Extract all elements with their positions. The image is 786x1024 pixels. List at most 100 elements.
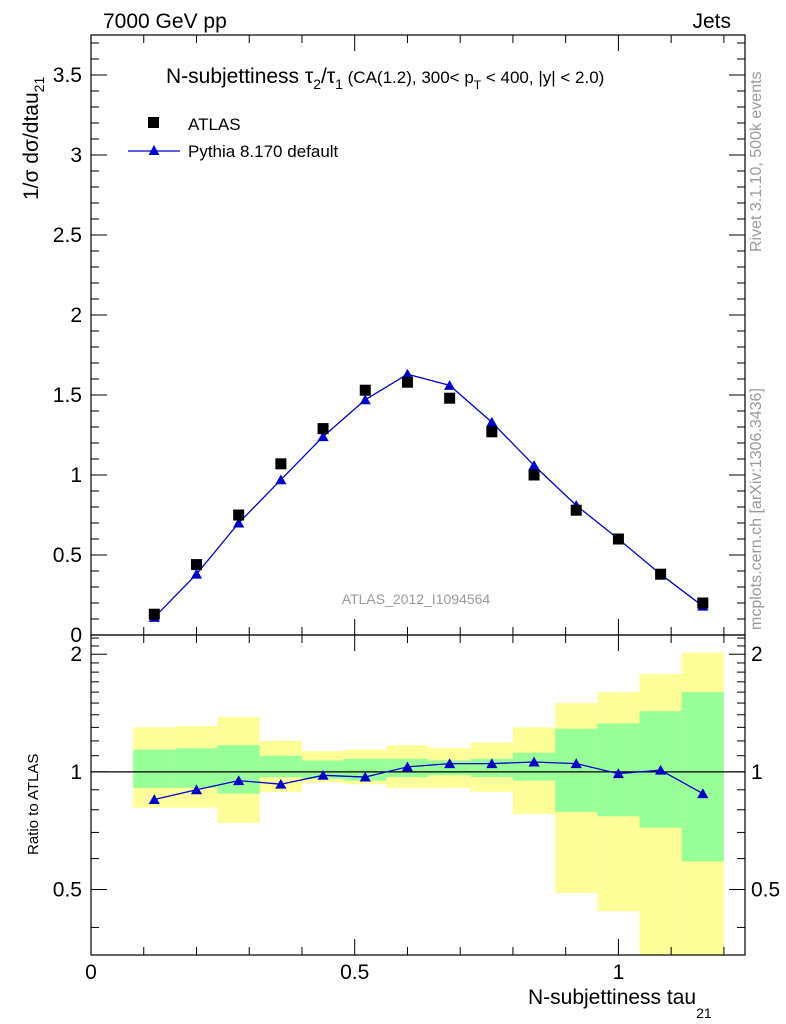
data-point-main-4 bbox=[317, 423, 329, 435]
y-tick-label-main-3: 1.5 bbox=[53, 384, 82, 407]
mc-point-main-7 bbox=[444, 380, 456, 390]
legend: ATLAS Pythia 8.170 default bbox=[128, 115, 339, 161]
data-point-main-3 bbox=[275, 458, 287, 470]
inner-band-bin-13 bbox=[681, 692, 724, 862]
mc-point-main-8 bbox=[486, 416, 498, 427]
y-tick-labels-ratio-right: 0.5 1 2 bbox=[751, 643, 780, 901]
legend-data-label: ATLAS bbox=[188, 115, 241, 134]
mc-point-main-9 bbox=[528, 460, 540, 470]
mc-point-ratio-6 bbox=[401, 761, 414, 772]
title-sub1: 1 bbox=[335, 76, 343, 92]
mc-point-ratio-0 bbox=[148, 794, 160, 804]
data-point-main-0 bbox=[148, 608, 160, 620]
mc-point-ratio-9 bbox=[528, 756, 540, 767]
mc-series-main bbox=[148, 368, 709, 622]
mc-line-main bbox=[153, 373, 704, 618]
y-tick-label-main-4: 2 bbox=[70, 304, 82, 327]
inner-band-bin-10 bbox=[555, 728, 598, 812]
mc-point-main-6 bbox=[401, 368, 414, 379]
data-point-main-1 bbox=[190, 559, 202, 571]
data-point-main-8 bbox=[486, 426, 498, 438]
mc-point-main-1 bbox=[190, 568, 203, 579]
mc-series-ratio bbox=[148, 756, 709, 804]
y-axis-label-ratio: Ratio to ATLAS bbox=[25, 754, 42, 855]
title-sub2: 2 bbox=[313, 76, 321, 92]
title-tau1: τ bbox=[327, 65, 336, 88]
x-tick-label-1: 0.5 bbox=[340, 961, 369, 984]
mc-point-main-5 bbox=[359, 394, 371, 405]
mc-point-ratio-11 bbox=[612, 768, 625, 779]
mc-point-ratio-5 bbox=[359, 771, 371, 782]
title-sub-t: T bbox=[474, 78, 482, 92]
inner-band-bin-1 bbox=[175, 748, 218, 788]
y-axis-label-main: 1/σ dσ/dtau21 bbox=[20, 77, 47, 200]
x-tick-labels: 0 0.5 1 bbox=[85, 961, 624, 984]
legend-data-marker bbox=[148, 117, 159, 128]
y-tick-labels-ratio-left: 0.5 1 2 bbox=[53, 643, 82, 901]
title-cuts-a: (CA(1.2), 300< p bbox=[343, 68, 474, 87]
analysis-id: ATLAS_2012_I1094564 bbox=[342, 591, 491, 607]
mc-point-ratio-2 bbox=[233, 775, 245, 786]
y-tick-label-ratio-right-2: 2 bbox=[751, 643, 763, 666]
y-tick-label-main-0: 0 bbox=[70, 624, 82, 647]
title-prefix: N-subjettiness bbox=[166, 65, 305, 88]
x-axis-label: N-subjettiness tau21 bbox=[528, 986, 712, 1021]
y-tick-label-ratio-left-1: 1 bbox=[70, 761, 82, 784]
y-tick-label-ratio-left-0: 0.5 bbox=[53, 879, 82, 902]
y-tick-label-main-6: 3 bbox=[70, 144, 82, 167]
inner-band-bin-2 bbox=[217, 745, 260, 794]
mc-point-ratio-13 bbox=[697, 788, 709, 799]
y-tick-label-main-7: 3.5 bbox=[53, 64, 82, 87]
data-point-main-10 bbox=[570, 504, 582, 516]
y-tick-label-ratio-right-0: 0.5 bbox=[751, 879, 780, 902]
y-tick-labels-main: 0 0.5 1 1.5 2 2.5 3 3.5 bbox=[53, 64, 82, 647]
data-point-main-11 bbox=[612, 533, 624, 545]
inner-band-bin-4 bbox=[301, 760, 345, 779]
data-point-main-6 bbox=[401, 376, 413, 388]
data-series-main bbox=[148, 376, 709, 620]
y-tick-label-main-2: 1 bbox=[70, 464, 82, 487]
mcplots-note: mcplots.cern.ch [arXiv:1306.3436] bbox=[748, 388, 765, 630]
y-axis-label-main-text: 1/σ dσ/dtau bbox=[20, 92, 43, 200]
x-tick-label-0: 0 bbox=[85, 961, 97, 984]
y-axis-label-main-sub: 21 bbox=[31, 77, 47, 93]
y-tick-label-ratio-right-1: 1 bbox=[751, 761, 763, 784]
mc-point-ratio-7 bbox=[444, 758, 456, 769]
data-point-main-9 bbox=[528, 469, 540, 481]
mc-point-main-2 bbox=[233, 517, 245, 528]
mc-point-ratio-4 bbox=[317, 769, 329, 780]
inner-band-bin-3 bbox=[259, 755, 302, 778]
ratio-plot-frame bbox=[90, 634, 746, 956]
mc-line-ratio bbox=[154, 761, 704, 801]
data-point-main-12 bbox=[655, 568, 667, 580]
x-axis-label-sub: 21 bbox=[696, 1005, 712, 1021]
legend-mc-label: Pythia 8.170 default bbox=[188, 142, 339, 161]
mc-point-ratio-12 bbox=[655, 764, 667, 775]
title-tau2: τ bbox=[305, 65, 314, 88]
data-point-main-2 bbox=[233, 509, 245, 521]
legend-mc-marker bbox=[148, 145, 160, 155]
header-process-label: Jets bbox=[692, 10, 731, 33]
header-energy-label: 7000 GeV pp bbox=[103, 10, 227, 33]
title-cuts-b: < 400, |y| < 2.0) bbox=[481, 68, 604, 87]
y-tick-label-main-1: 0.5 bbox=[53, 544, 82, 567]
mc-point-ratio-3 bbox=[275, 778, 287, 789]
mc-point-ratio-1 bbox=[190, 784, 203, 795]
mc-point-main-3 bbox=[275, 474, 287, 485]
y-tick-label-main-5: 2.5 bbox=[53, 224, 82, 247]
data-point-main-13 bbox=[697, 597, 709, 609]
x-tick-label-2: 1 bbox=[613, 961, 625, 984]
mc-point-ratio-8 bbox=[486, 758, 498, 769]
data-point-main-7 bbox=[444, 392, 456, 404]
mc-point-ratio-10 bbox=[570, 758, 582, 769]
plot-title: N-subjettiness τ2/τ1 (CA(1.2), 300< pT <… bbox=[166, 65, 604, 92]
x-axis-label-text: N-subjettiness tau bbox=[528, 986, 696, 1009]
y-tick-label-ratio-left-2: 2 bbox=[70, 643, 82, 666]
mc-point-main-4 bbox=[317, 431, 329, 442]
title-slash: / bbox=[321, 65, 327, 88]
rivet-note: Rivet 3.1.10, 500k events bbox=[748, 71, 765, 252]
axis-ticks bbox=[90, 35, 745, 955]
inner-band-bin-0 bbox=[133, 749, 176, 788]
data-point-main-5 bbox=[359, 384, 371, 396]
